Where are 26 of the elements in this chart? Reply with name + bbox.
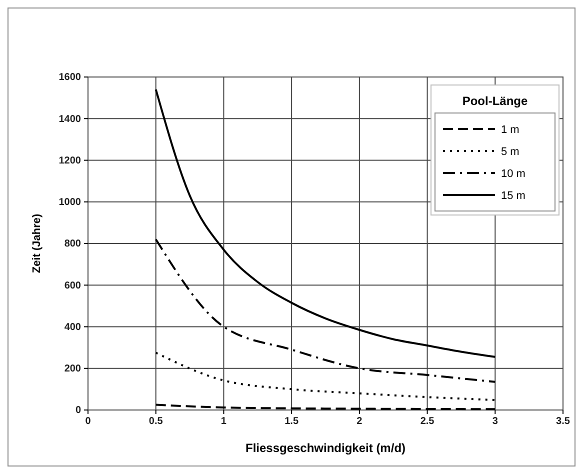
line-series bbox=[154, 352, 496, 402]
y-tick-label: 0 bbox=[75, 405, 82, 416]
legend-title: Pool-Länge bbox=[462, 94, 528, 108]
y-tick-label: 400 bbox=[64, 322, 82, 333]
y-tick-label: 800 bbox=[64, 238, 82, 250]
y-tick-label: 200 bbox=[64, 364, 82, 375]
legend-label: 5 m bbox=[501, 146, 520, 158]
y-tick-label: 1600 bbox=[58, 72, 82, 84]
x-tick-label: 3.5 bbox=[556, 416, 570, 428]
x-tick-label: 1.5 bbox=[284, 416, 299, 428]
y-tick-label: 1400 bbox=[58, 114, 82, 125]
legend-label: 1 m bbox=[501, 124, 520, 136]
x-tick-label: 2 bbox=[356, 416, 363, 428]
y-tick-label: 1200 bbox=[58, 155, 82, 166]
x-tick-label: 1 bbox=[220, 416, 227, 428]
y-axis-title: Zeit (Jahre) bbox=[31, 214, 43, 274]
x-axis-title: Fliessgeschwindigkeit (m/d) bbox=[245, 441, 406, 455]
x-tick-label: 2.5 bbox=[420, 416, 435, 428]
line-series bbox=[154, 238, 496, 383]
y-tick-label: 600 bbox=[64, 280, 82, 292]
x-tick-label: 0.5 bbox=[148, 416, 164, 428]
y-tick-label: 1000 bbox=[58, 197, 82, 208]
x-tick-label: 0 bbox=[85, 416, 92, 428]
legend-label: 15 m bbox=[501, 190, 526, 202]
x-tick-label: 3 bbox=[492, 416, 498, 428]
legend-label: 10 m bbox=[501, 168, 526, 180]
